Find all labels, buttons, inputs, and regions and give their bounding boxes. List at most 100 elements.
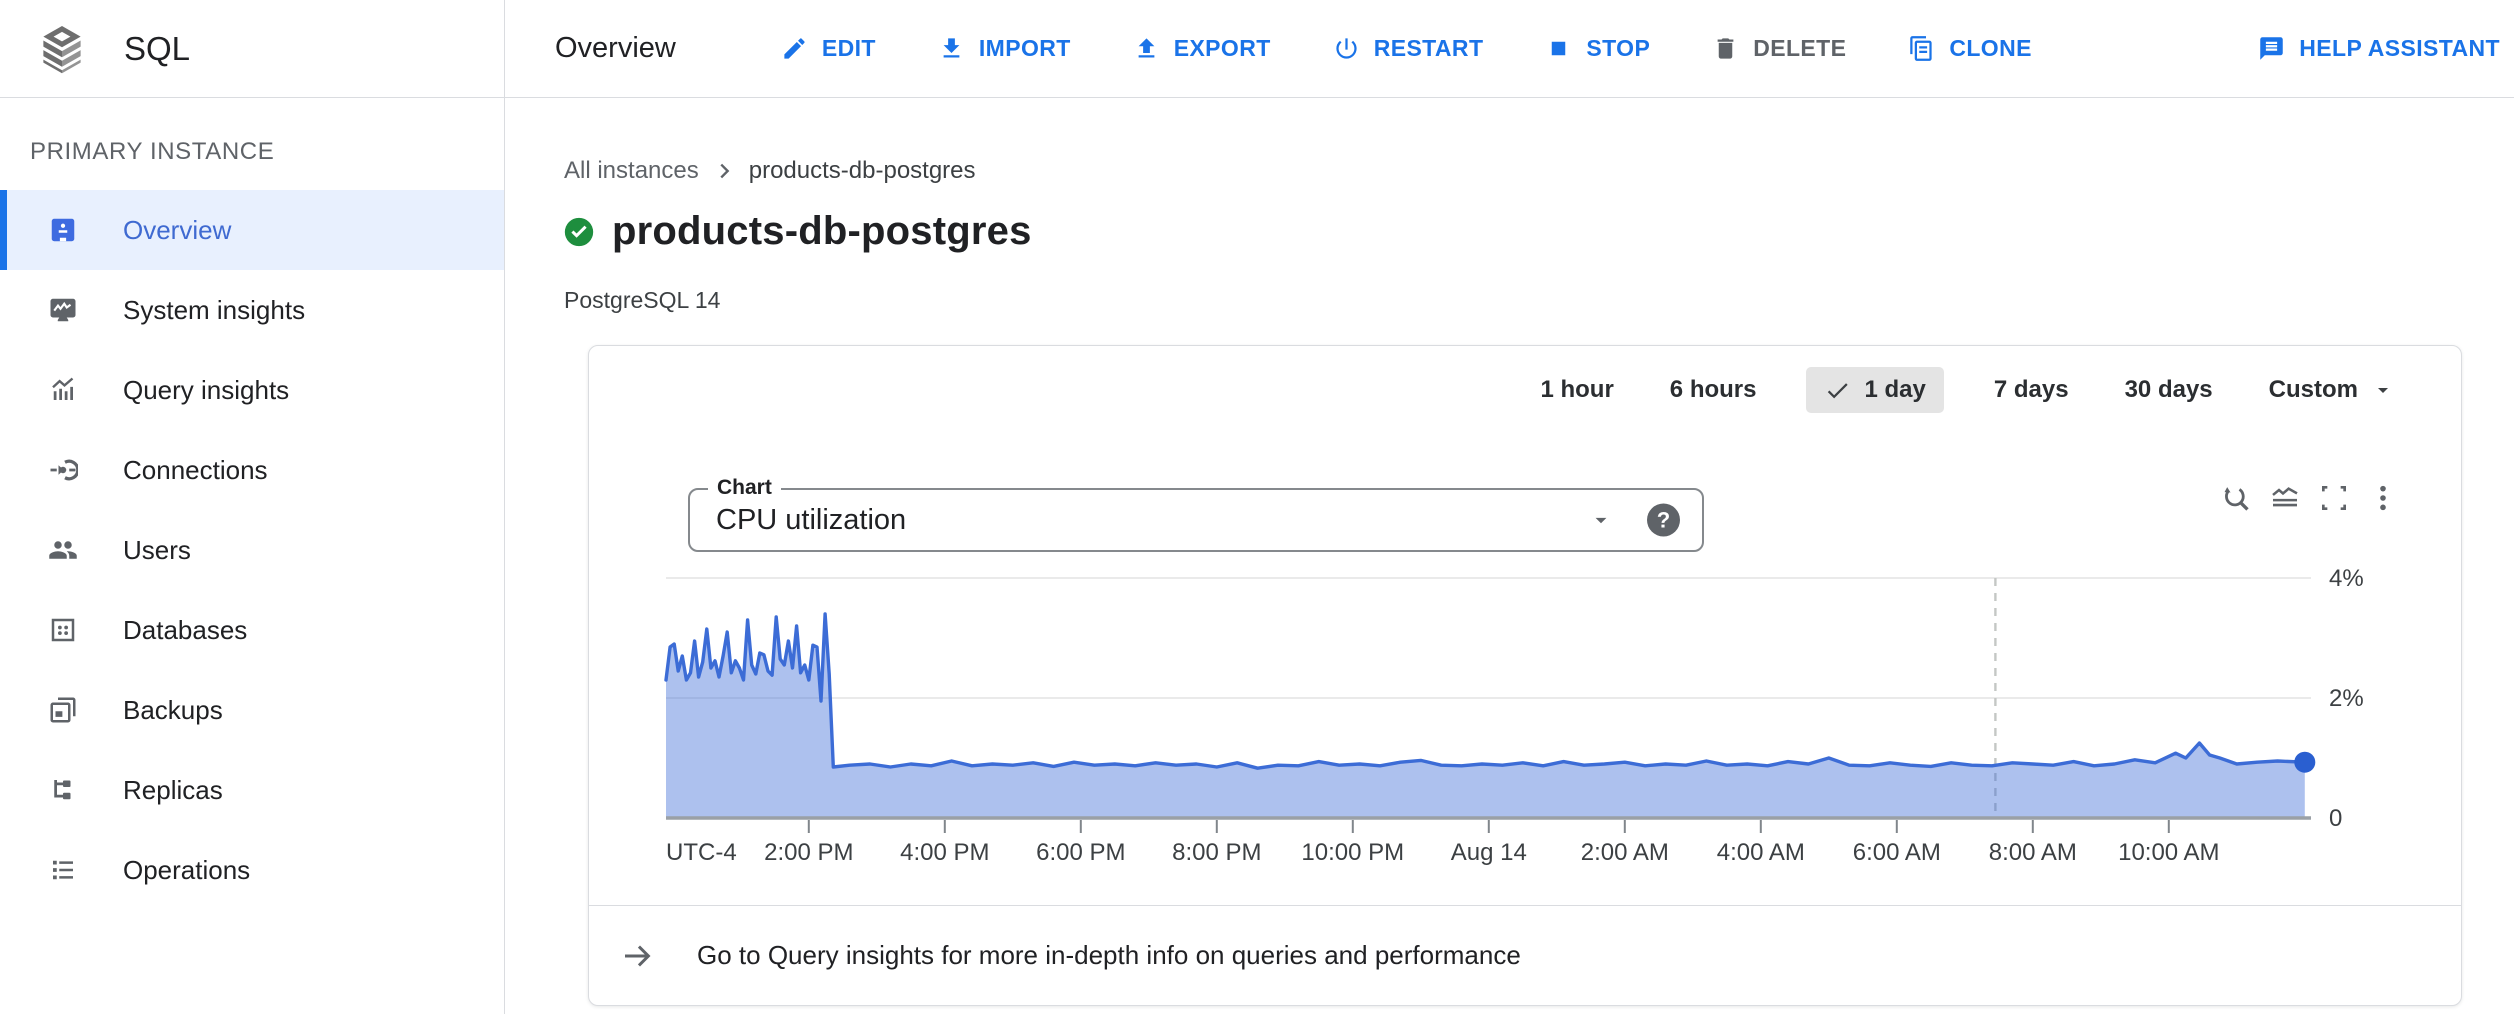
sidebar-item-label: System insights: [123, 294, 306, 325]
caret-down-icon: [2371, 378, 2395, 402]
x-axis-label: 10:00 AM: [2118, 839, 2219, 866]
action-label: EXPORT: [1173, 35, 1271, 61]
time-range-7-days[interactable]: 7 days: [1988, 367, 2075, 413]
cloud-sql-logo-icon: [36, 23, 88, 75]
system-insights-icon: [48, 295, 78, 325]
sidebar-item-operations[interactable]: Operations: [0, 830, 504, 910]
x-axis-label: 8:00 PM: [1172, 839, 1261, 866]
product-name: SQL: [124, 29, 191, 67]
cpu-utilization-chart: UTC-4 2:00 PM 4:00 PM 6:00 PM 8:00 PM 10:00 P…: [664, 565, 2364, 866]
sidebar-item-label: Backups: [123, 694, 223, 725]
sidebar-item-backups[interactable]: Backups: [0, 670, 504, 750]
instance-title-row: products-db-postgres: [562, 209, 1032, 254]
time-range-label: 30 days: [2124, 376, 2213, 403]
sidebar-item-replicas[interactable]: Replicas: [0, 750, 504, 830]
clone-icon: [1908, 35, 1935, 62]
operations-icon: [48, 855, 78, 885]
page-title: Overview: [555, 32, 676, 64]
query-insights-link[interactable]: Go to Query insights for more in-depth i…: [589, 905, 2461, 1005]
latest-value-dot: [2294, 751, 2316, 773]
check-icon: [1824, 377, 1851, 404]
help-assistant-button[interactable]: HELP ASSISTANT: [2258, 35, 2500, 62]
sidebar-item-query-insights[interactable]: Query insights: [0, 350, 504, 430]
databases-icon: [48, 615, 78, 645]
axis-labels: UTC-4 2:00 PM 4:00 PM 6:00 PM 8:00 PM 10:00 P…: [666, 565, 2364, 866]
sidebar-nav: Overview System insights Query insights Con…: [0, 190, 504, 910]
time-range-custom[interactable]: Custom: [2263, 367, 2401, 413]
sidebar-item-system-insights[interactable]: System insights: [0, 270, 504, 350]
sidebar-item-label: Operations: [123, 854, 251, 885]
page-header: Overview EDIT IMPORT EXPORT RESTART STOP DELE…: [505, 0, 2514, 97]
stop-icon: [1545, 35, 1572, 62]
edit-button[interactable]: EDIT: [781, 35, 876, 62]
import-icon: [938, 35, 965, 62]
sidebar-item-connections[interactable]: Connections: [0, 430, 504, 510]
delete-icon: [1712, 35, 1739, 62]
fullscreen-icon[interactable]: [2318, 482, 2350, 514]
import-button[interactable]: IMPORT: [938, 35, 1071, 62]
action-label: IMPORT: [978, 35, 1071, 61]
chevron-right-icon: [713, 160, 735, 182]
clone-button[interactable]: CLONE: [1908, 35, 2032, 62]
replicas-icon: [48, 775, 78, 805]
sidebar-item-label: Overview: [123, 214, 232, 245]
delete-button[interactable]: DELETE: [1712, 35, 1846, 62]
product-brand: SQL: [0, 0, 505, 97]
y-axis-label: 0: [2329, 805, 2342, 832]
time-range-label: 7 days: [1993, 376, 2069, 403]
time-range-label: 1 hour: [1540, 376, 1614, 403]
instance-engine: PostgreSQL 14: [564, 287, 721, 313]
time-range-label: Custom: [2268, 376, 2358, 403]
breadcrumb-all-instances-link[interactable]: All instances: [564, 157, 699, 184]
breadcrumb: All instances products-db-postgres: [564, 157, 976, 185]
sidebar-item-users[interactable]: Users: [0, 510, 504, 590]
query-insights-icon: [48, 375, 78, 405]
instance-name: products-db-postgres: [612, 209, 1032, 253]
time-range-1-day[interactable]: 1 day: [1806, 367, 1944, 413]
x-axis-label: 6:00 PM: [1036, 839, 1125, 866]
chart-metric-value: CPU utilization: [716, 503, 907, 536]
export-button[interactable]: EXPORT: [1133, 35, 1271, 62]
export-icon: [1133, 35, 1160, 62]
action-label: RESTART: [1373, 35, 1484, 61]
area-chart-icon[interactable]: [2269, 482, 2301, 514]
time-range-selector: 1 hour 6 hours 1 day 7 days 30 days Custom: [1534, 367, 2401, 413]
x-axis-label: 4:00 PM: [900, 839, 989, 866]
query-insights-link-text: Go to Query insights for more in-depth i…: [697, 940, 1521, 970]
time-range-label: 6 hours: [1669, 376, 1757, 403]
chart-metric-select[interactable]: Chart CPU utilization ?: [688, 476, 1704, 552]
chart-toolbar: [2220, 482, 2399, 514]
arrow-right-icon: [619, 938, 655, 974]
x-axis-label: 2:00 PM: [764, 839, 853, 866]
sidebar-item-databases[interactable]: Databases: [0, 590, 504, 670]
stop-button[interactable]: STOP: [1545, 35, 1650, 62]
x-axis-label: 2:00 AM: [1581, 839, 1669, 866]
x-axis-label: 10:00 PM: [1301, 839, 1404, 866]
overview-icon: [48, 215, 78, 245]
time-range-1-hour[interactable]: 1 hour: [1534, 367, 1619, 413]
main-content: All instances products-db-postgres produ…: [506, 99, 2514, 1014]
x-axis-label: 4:00 AM: [1717, 839, 1805, 866]
time-range-30-days[interactable]: 30 days: [2119, 367, 2219, 413]
sidebar-item-label: Users: [123, 534, 191, 565]
restart-icon: [1333, 35, 1360, 62]
action-label: STOP: [1586, 35, 1651, 61]
sidebar-item-overview[interactable]: Overview: [0, 190, 504, 270]
metric-help-icon[interactable]: ?: [1647, 503, 1680, 537]
gridlines: [666, 577, 2311, 699]
header-actions: EDIT IMPORT EXPORT RESTART STOP DELETE CLONE HE…: [781, 35, 2514, 62]
edit-icon: [781, 35, 808, 62]
more-vert-icon[interactable]: [2367, 482, 2399, 514]
restart-button[interactable]: RESTART: [1333, 35, 1484, 62]
action-label: DELETE: [1753, 35, 1847, 61]
zoom-reset-icon[interactable]: [2220, 482, 2252, 514]
action-label: EDIT: [821, 35, 876, 61]
sidebar-section-label: PRIMARY INSTANCE: [30, 138, 275, 165]
breadcrumb-current: products-db-postgres: [748, 157, 976, 184]
timezone-label: UTC-4: [666, 839, 737, 866]
sidebar-item-label: Connections: [123, 454, 268, 485]
x-axis-ticks: [807, 820, 2170, 833]
action-label: HELP ASSISTANT: [2299, 35, 2500, 61]
time-range-6-hours[interactable]: 6 hours: [1664, 367, 1763, 413]
dropdown-arrow-icon: [1588, 507, 1614, 533]
